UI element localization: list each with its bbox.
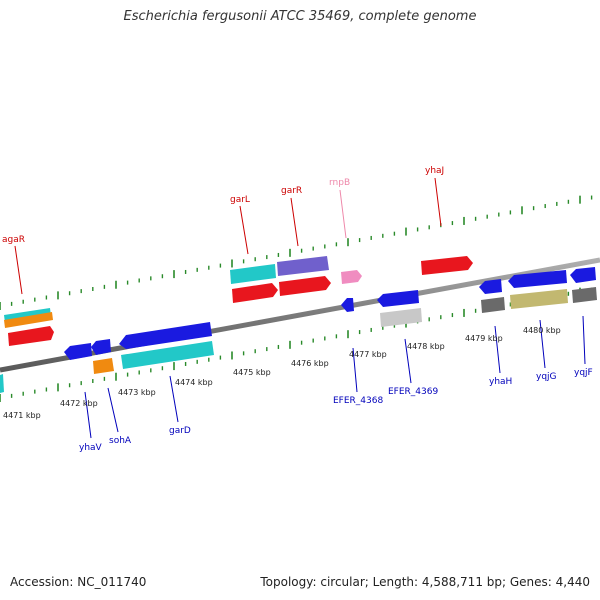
gene-feature[interactable]	[421, 256, 473, 275]
gene-feature[interactable]	[341, 298, 354, 312]
gene-label-agaR[interactable]: agaR	[2, 235, 25, 245]
gene-label-yqjG[interactable]: yqjG	[536, 372, 557, 382]
gene-feature[interactable]	[510, 289, 568, 309]
gene-feature[interactable]	[508, 270, 567, 288]
kbp-label: 4479 kbp	[465, 334, 503, 343]
kbp-label: 4476 kbp	[291, 359, 329, 368]
kbp-label: 4475 kbp	[233, 368, 271, 377]
gene-feature[interactable]	[232, 283, 278, 303]
gene-feature[interactable]	[0, 374, 4, 393]
gene-feature[interactable]	[119, 322, 212, 349]
gene-feature[interactable]	[91, 339, 111, 355]
reverse-strand-genes	[0, 267, 597, 393]
gene-label-garL[interactable]: garL	[230, 195, 250, 205]
genome-summary: Topology: circular; Length: 4,588,711 bp…	[260, 575, 590, 589]
gene-feature[interactable]	[570, 267, 596, 283]
gene-feature[interactable]	[121, 341, 214, 369]
gene-label-EFER_4369[interactable]: EFER_4369	[388, 387, 438, 397]
gene-feature[interactable]	[277, 256, 329, 276]
gene-label-EFER_4368[interactable]: EFER_4368	[333, 396, 383, 406]
kbp-label: 4480 kbp	[523, 326, 561, 335]
kbp-label: 4471 kbp	[3, 411, 41, 420]
kbp-label: 4473 kbp	[118, 388, 156, 397]
kbp-labels: 4471 kbp 4472 kbp 4473 kbp 4474 kbp 4475…	[3, 326, 561, 420]
gene-feature[interactable]	[8, 326, 54, 346]
gene-feature[interactable]	[230, 264, 276, 284]
gene-feature[interactable]	[4, 312, 53, 328]
gene-feature[interactable]	[481, 297, 505, 313]
gene-label-garR[interactable]: garR	[281, 186, 302, 196]
gene-label-yqjF[interactable]: yqjF	[574, 368, 593, 378]
forward-strand-genes	[4, 256, 473, 346]
gene-labels-upper: agaR garL garR rnpB yhaJ	[2, 166, 444, 245]
gene-label-rnpB[interactable]: rnpB	[329, 178, 350, 188]
gene-labels-lower: yhaV sohA garD EFER_4368 EFER_4369 yhaH …	[79, 368, 593, 453]
kbp-label: 4478 kbp	[407, 342, 445, 351]
gene-feature[interactable]	[572, 287, 597, 303]
kbp-label: 4477 kbp	[349, 350, 387, 359]
leader-lines-upper	[14, 177, 442, 295]
tick-row-upper	[0, 195, 593, 310]
kbp-label: 4474 kbp	[175, 378, 213, 387]
gene-feature[interactable]	[377, 290, 419, 307]
gene-label-yhaH[interactable]: yhaH	[489, 377, 512, 387]
gene-label-sohA[interactable]: sohA	[109, 436, 132, 446]
accession-label: Accession: NC_011740	[10, 575, 147, 589]
gene-label-garD[interactable]: garD	[169, 426, 191, 436]
gene-feature[interactable]	[64, 343, 92, 360]
gene-feature[interactable]	[341, 270, 362, 284]
leader-lines-lower	[84, 315, 586, 439]
gene-feature[interactable]	[279, 276, 331, 296]
gene-label-yhaV[interactable]: yhaV	[79, 443, 103, 453]
gene-feature[interactable]	[93, 358, 114, 374]
gene-label-yhaJ[interactable]: yhaJ	[425, 166, 444, 176]
map-title: Escherichia fergusonii ATCC 35469, compl…	[123, 9, 477, 24]
gene-feature[interactable]	[380, 308, 422, 327]
gene-feature[interactable]	[479, 279, 502, 294]
kbp-label: 4472 kbp	[60, 399, 98, 408]
